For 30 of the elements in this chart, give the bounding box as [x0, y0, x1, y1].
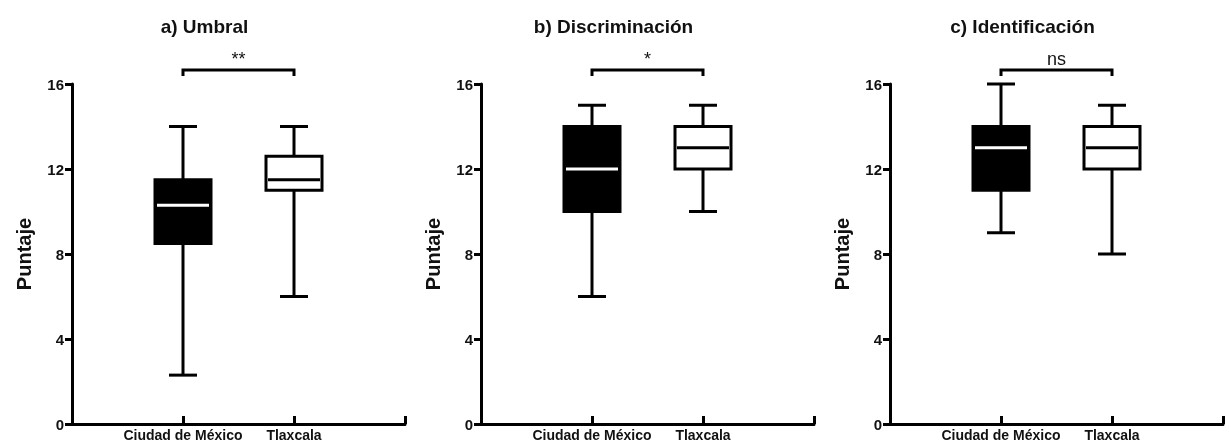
y-axis-title: Puntaje [13, 217, 35, 291]
x-tick-label: Ciudad de México [123, 427, 243, 443]
y-axis-title: Puntaje [422, 217, 444, 291]
x-tick-label: Tlaxcala [266, 427, 322, 443]
chart-title: c) Identificación [950, 16, 1095, 37]
y-tick-label: 0 [55, 415, 64, 433]
text: * [643, 49, 652, 69]
x-tick-label: Ciudad de México [941, 427, 1061, 443]
y-tick-label: 4 [873, 330, 883, 348]
y-tick-label: 4 [464, 330, 474, 348]
x-tick-label: Ciudad de México [532, 427, 652, 443]
y-axis-title: Puntaje [831, 217, 853, 291]
y-tick-label: 0 [464, 415, 473, 433]
y-tick-label: 16 [456, 75, 473, 93]
chart-title: a) Umbral [160, 16, 249, 37]
y-tick-label: 16 [47, 75, 64, 93]
y-tick-label: 12 [47, 160, 64, 178]
x-tick-label: Tlaxcala [675, 427, 731, 443]
x-tick-label: Tlaxcala [1084, 427, 1140, 443]
y-tick-label: 8 [873, 245, 882, 263]
text: ** [231, 49, 246, 69]
y-tick-label: 16 [865, 75, 882, 93]
y-tick-label: 8 [464, 245, 473, 263]
y-tick-label: 0 [873, 415, 882, 433]
y-tick-label: 12 [456, 160, 473, 178]
y-tick-label: 8 [55, 245, 64, 263]
y-tick-label: 12 [865, 160, 882, 178]
chart-title: b) Discriminación [533, 16, 694, 37]
y-tick-label: 4 [55, 330, 65, 348]
text: ns [1046, 49, 1067, 69]
